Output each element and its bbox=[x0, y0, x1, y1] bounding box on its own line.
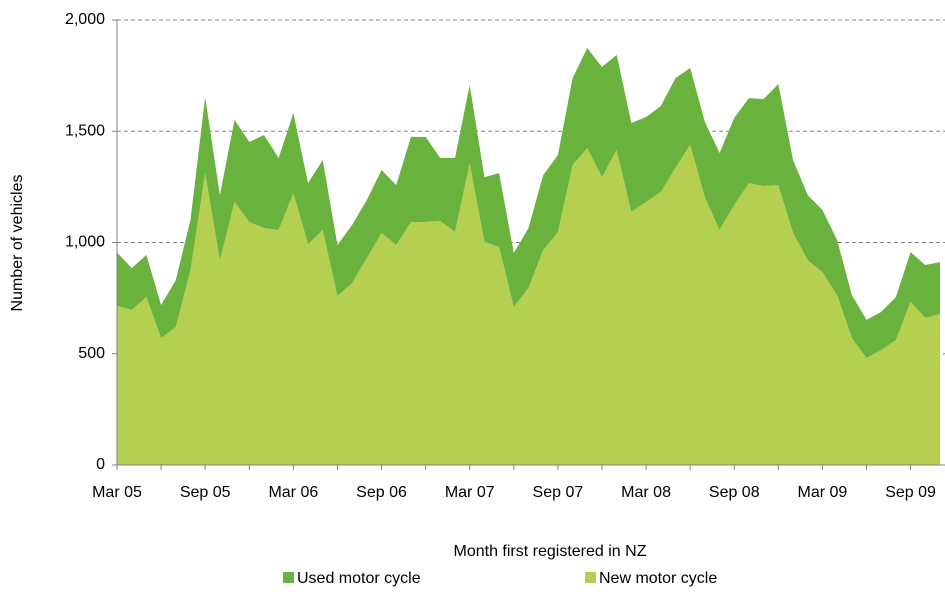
legend-swatch bbox=[585, 572, 596, 583]
x-axis-label: Month first registered in NZ bbox=[454, 543, 647, 560]
x-tick-label: Mar 05 bbox=[92, 484, 142, 501]
x-tick-label: Mar 09 bbox=[798, 484, 848, 501]
y-axis-label: Number of vehicles bbox=[9, 175, 26, 312]
x-tick-label: Sep 09 bbox=[885, 484, 936, 501]
y-tick-label: 1,000 bbox=[65, 234, 105, 251]
y-tick-label: 2,000 bbox=[65, 11, 105, 28]
area bbox=[117, 145, 940, 466]
x-tick-label: Sep 05 bbox=[180, 484, 231, 501]
x-tick-label: Mar 07 bbox=[445, 484, 495, 501]
x-tick-label: Sep 06 bbox=[356, 484, 407, 501]
legend-swatch bbox=[283, 572, 294, 583]
x-tick-label: Mar 06 bbox=[268, 484, 318, 501]
x-tick-label: Sep 08 bbox=[709, 484, 760, 501]
legend-label: Used motor cycle bbox=[297, 570, 421, 587]
y-tick-label: 0 bbox=[96, 456, 105, 473]
x-tick-label: Sep 07 bbox=[533, 484, 584, 501]
x-tick-label: Mar 08 bbox=[621, 484, 671, 501]
y-tick-label: 1,500 bbox=[65, 122, 105, 139]
area bbox=[117, 48, 940, 358]
legend-label: New motor cycle bbox=[599, 570, 717, 587]
y-tick-label: 500 bbox=[78, 345, 105, 362]
